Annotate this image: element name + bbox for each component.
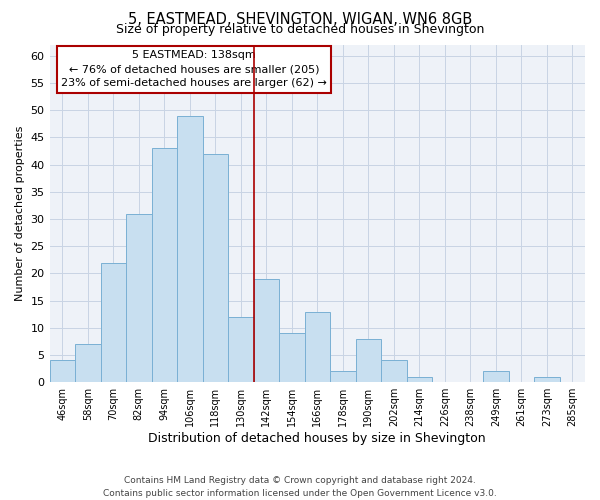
Bar (330, 372, 356, 382)
Y-axis label: Number of detached properties: Number of detached properties (15, 126, 25, 302)
Bar (381, 360, 407, 382)
Bar (203, 154, 228, 382)
Bar (254, 279, 279, 382)
Text: Contains HM Land Registry data © Crown copyright and database right 2024.
Contai: Contains HM Land Registry data © Crown c… (103, 476, 497, 498)
Bar (279, 334, 305, 382)
Bar (483, 372, 509, 382)
Bar (152, 148, 177, 382)
Bar (177, 116, 203, 382)
Bar (75, 344, 101, 382)
Bar (356, 338, 381, 382)
Bar (305, 312, 330, 382)
Bar (50, 360, 75, 382)
Bar (126, 214, 152, 382)
Bar (534, 377, 560, 382)
Bar (101, 262, 126, 382)
Bar (407, 377, 432, 382)
Text: Size of property relative to detached houses in Shevington: Size of property relative to detached ho… (116, 22, 484, 36)
Text: 5 EASTMEAD: 138sqm
← 76% of detached houses are smaller (205)
23% of semi-detach: 5 EASTMEAD: 138sqm ← 76% of detached hou… (61, 50, 327, 88)
Text: 5, EASTMEAD, SHEVINGTON, WIGAN, WN6 8GB: 5, EASTMEAD, SHEVINGTON, WIGAN, WN6 8GB (128, 12, 472, 28)
Bar (228, 317, 254, 382)
X-axis label: Distribution of detached houses by size in Shevington: Distribution of detached houses by size … (148, 432, 486, 445)
